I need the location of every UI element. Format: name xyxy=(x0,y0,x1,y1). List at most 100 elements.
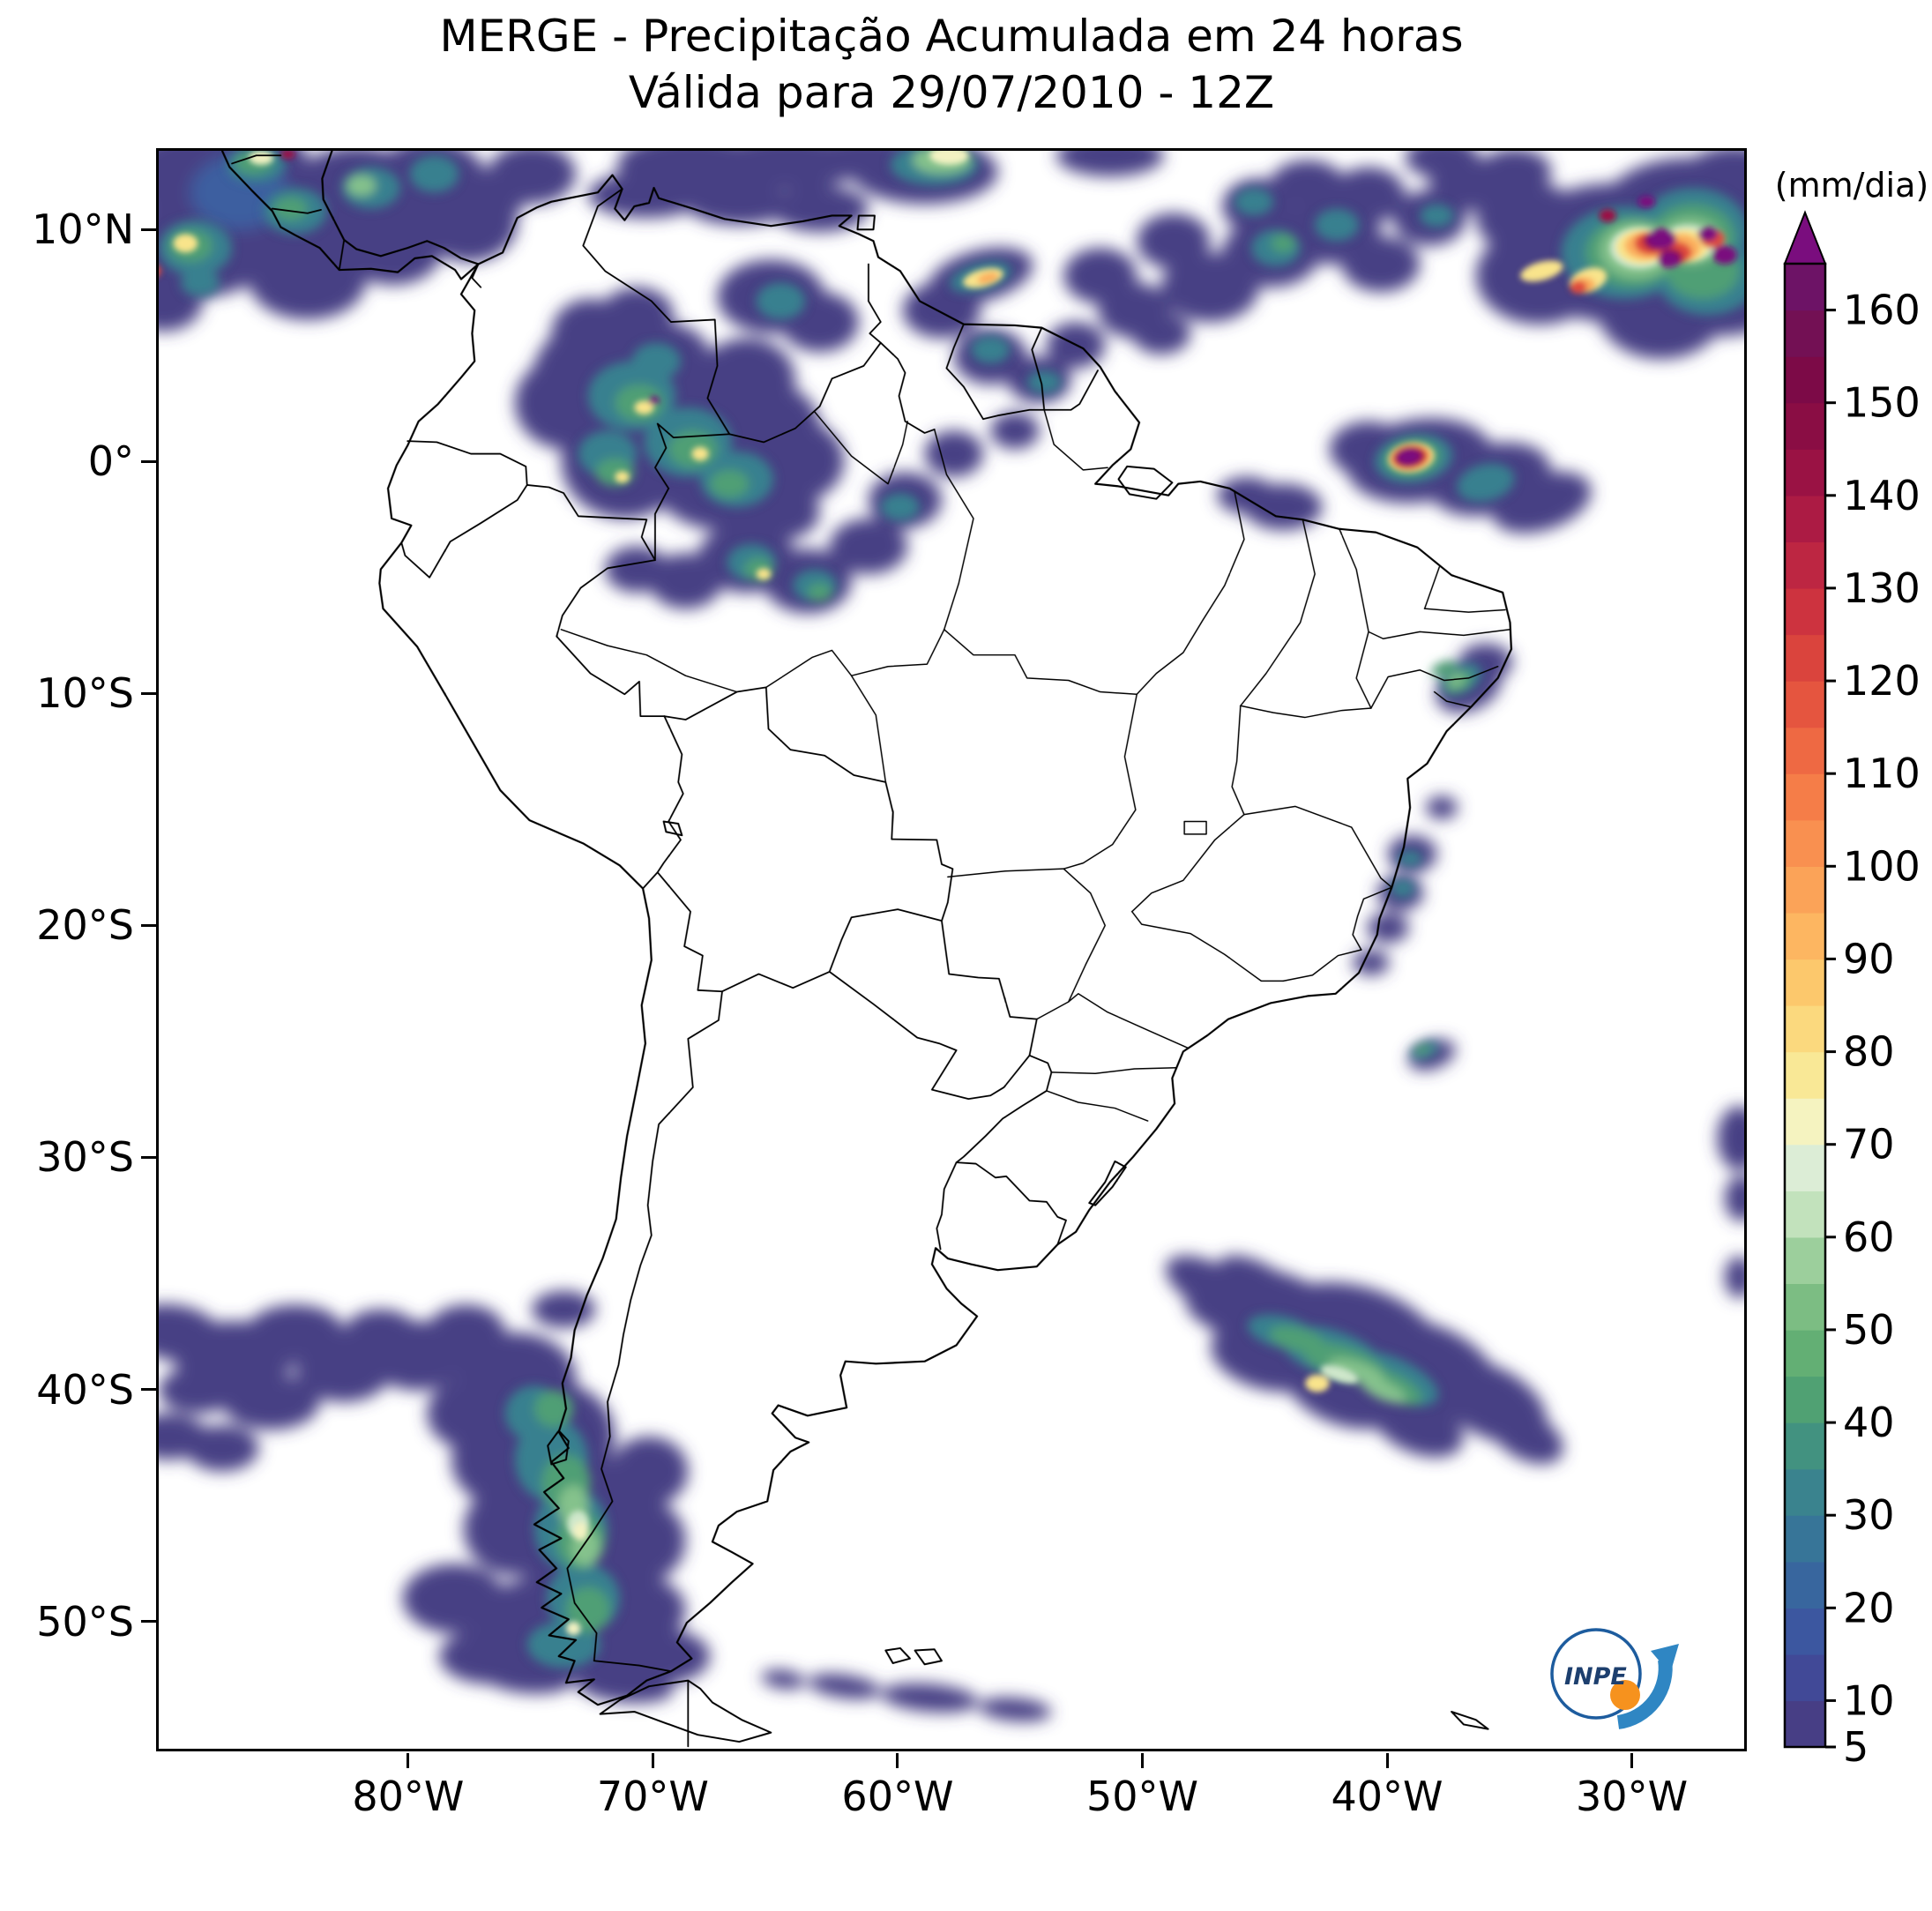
lat-tick-mark xyxy=(141,1620,156,1624)
country-border xyxy=(582,188,731,436)
state-border xyxy=(1368,629,1511,640)
country-border xyxy=(868,263,882,344)
colorbar-unit-label: (mm/dia) xyxy=(1774,166,1929,205)
island-outline xyxy=(662,820,683,837)
map-panel xyxy=(156,148,1747,1751)
precip-blob xyxy=(880,1683,979,1713)
colorbar-segment xyxy=(1785,773,1825,821)
precip-blob xyxy=(1697,227,1718,242)
lat-tick-mark xyxy=(141,1155,156,1159)
country-border xyxy=(400,484,528,579)
precip-blob xyxy=(249,151,274,165)
country-border xyxy=(936,1161,958,1250)
precip-blob xyxy=(1185,1295,1259,1339)
precip-blob xyxy=(1320,1365,1359,1384)
precip-blob xyxy=(1646,228,1676,250)
state-border xyxy=(1046,1090,1149,1122)
logo-text: INPE xyxy=(1564,1663,1627,1691)
country-border xyxy=(526,484,656,562)
state-border xyxy=(814,411,908,485)
colorbar-segment xyxy=(1785,1422,1825,1470)
precip-blob xyxy=(273,197,308,220)
colorbar-tick-label: 5 xyxy=(1843,1723,1869,1771)
logo-orange-dot xyxy=(1610,1680,1640,1710)
precip-blob xyxy=(159,266,161,276)
precip-blob xyxy=(1717,1106,1744,1171)
colorbar-segment xyxy=(1785,1144,1825,1191)
colorbar-tick-label: 90 xyxy=(1843,935,1895,982)
state-border xyxy=(850,629,945,676)
precip-blob xyxy=(573,1522,588,1541)
colorbar-segment xyxy=(1785,727,1825,774)
colorbar-segment xyxy=(1785,1236,1825,1284)
precip-blob xyxy=(978,1697,1052,1722)
state-border xyxy=(1423,566,1441,609)
colorbar-tick-label: 140 xyxy=(1843,472,1921,519)
precip-blob xyxy=(1056,151,1164,176)
logo-swoosh xyxy=(1616,1658,1673,1729)
precip-blob xyxy=(691,446,709,461)
colorbar-tick-label: 150 xyxy=(1843,379,1921,427)
colorbar-segment xyxy=(1785,1468,1825,1516)
precip-layer-low xyxy=(159,151,1744,1722)
coastline xyxy=(378,174,1512,1706)
colorbar-tick-label: 80 xyxy=(1843,1028,1895,1076)
colorbar-segment xyxy=(1785,1329,1825,1377)
lat-tick-mark xyxy=(141,459,156,463)
precip-blob xyxy=(1405,151,1479,179)
precip-blob xyxy=(761,1669,805,1690)
colorbar-segment xyxy=(1785,912,1825,960)
precip-blob xyxy=(1063,248,1138,304)
state-border xyxy=(1282,949,1362,982)
colorbar-segment xyxy=(1785,1005,1825,1053)
colorbar-segment xyxy=(1785,866,1825,914)
colorbar-segment xyxy=(1785,449,1825,496)
precip-blob xyxy=(1131,312,1191,355)
lon-tick-label: 70°W xyxy=(596,1773,709,1820)
colorbar-segment xyxy=(1785,634,1825,682)
precip-blob xyxy=(533,1390,574,1428)
lat-tick-label: 20°S xyxy=(36,901,134,950)
state-border xyxy=(765,649,887,783)
precip-blob xyxy=(631,342,682,380)
precip-blob xyxy=(600,287,674,343)
state-border xyxy=(1423,608,1506,613)
lat-tick-label: 10°N xyxy=(32,205,134,254)
colorbar-tick-label: 10 xyxy=(1843,1676,1895,1724)
lon-tick-label: 50°W xyxy=(1085,1773,1198,1820)
country-border xyxy=(879,341,936,434)
state-border xyxy=(947,868,1065,878)
precip-blob xyxy=(1353,950,1390,975)
inpe-logo: INPE xyxy=(1550,1628,1679,1729)
lon-tick-mark xyxy=(407,1753,410,1768)
country-border xyxy=(656,715,684,874)
precip-blob xyxy=(1490,1408,1563,1465)
precip-blob xyxy=(1269,1325,1327,1353)
country-border xyxy=(654,422,731,562)
lat-tick-label: 40°S xyxy=(36,1365,134,1414)
precip-blob xyxy=(1367,913,1409,944)
precip-blob xyxy=(880,493,921,521)
precip-blob xyxy=(1457,463,1515,503)
precip-blob xyxy=(409,155,459,193)
precip-blob xyxy=(565,1586,610,1633)
country-border xyxy=(982,408,1046,421)
precip-blob xyxy=(1712,245,1737,265)
precip-blob xyxy=(1271,234,1296,253)
precip-blob xyxy=(249,241,367,320)
precip-blob xyxy=(1332,167,1406,223)
state-border xyxy=(1130,910,1284,982)
country-border xyxy=(642,871,659,890)
precip-blob xyxy=(756,282,806,320)
country-border xyxy=(955,1054,1053,1164)
colorbar-segment xyxy=(1785,1051,1825,1099)
precip-blob xyxy=(280,151,295,160)
state-border xyxy=(1433,690,1472,708)
precip-blob xyxy=(1390,879,1415,898)
colorbar-over-arrow xyxy=(1783,210,1827,265)
colorbar-tick-label: 100 xyxy=(1843,842,1921,890)
precip-blob xyxy=(990,412,1040,450)
precip-blob xyxy=(1570,280,1587,295)
colorbar-segment xyxy=(1785,1653,1825,1702)
